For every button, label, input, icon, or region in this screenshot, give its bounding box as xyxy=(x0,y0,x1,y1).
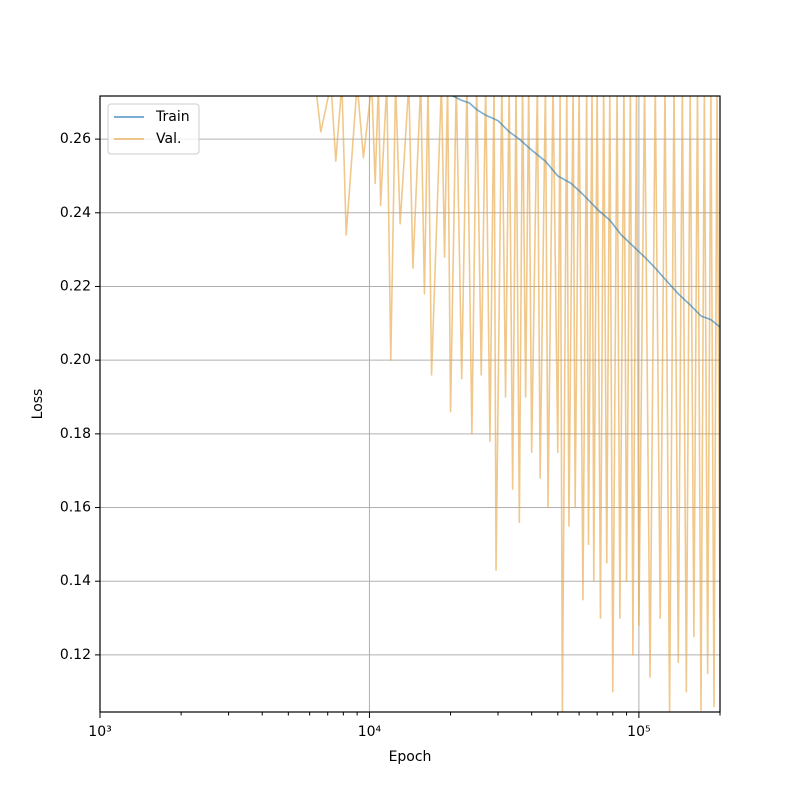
legend: Train Val. xyxy=(107,103,200,155)
y-tick-label: 0.26 xyxy=(60,131,91,147)
y-tick-label: 0.24 xyxy=(60,205,91,221)
plot-area xyxy=(315,96,720,712)
legend-label: Val. xyxy=(156,131,181,147)
y-axis-label: Loss xyxy=(30,389,46,420)
x-tick-label: 10⁵ xyxy=(627,724,650,740)
x-tick-label: 10³ xyxy=(88,724,111,740)
series-line xyxy=(315,96,720,712)
y-tick-label: 0.16 xyxy=(60,500,91,516)
y-tick-label: 0.14 xyxy=(60,573,91,589)
y-tick-label: 0.18 xyxy=(60,426,91,442)
grid xyxy=(99,96,720,712)
y-tick-label: 0.22 xyxy=(60,278,91,294)
y-tick-label: 0.12 xyxy=(60,647,91,663)
x-tick-label: 10⁴ xyxy=(358,724,382,740)
x-axis-label: Epoch xyxy=(389,749,432,765)
legend-label: Train xyxy=(155,109,190,125)
axes: 0.12 0.14 0.16 0.18 0.20 0.22 0.24 0.26 10³ 10⁴ 10… xyxy=(60,131,721,740)
series-line xyxy=(450,96,720,328)
plot-frame xyxy=(99,95,721,713)
y-tick-label: 0.20 xyxy=(60,352,91,368)
